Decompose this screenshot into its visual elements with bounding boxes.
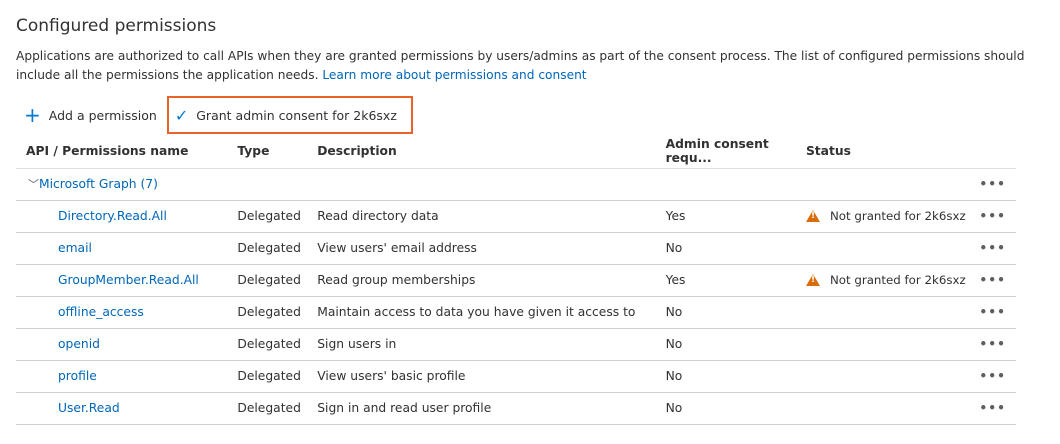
- status-text: Not granted for 2k6sxz: [829, 209, 966, 223]
- permission-name: User.Read: [16, 392, 228, 425]
- table-row: profile Delegated View users' basic prof…: [16, 360, 1016, 393]
- toolbar: + Add a permission ✓ Grant admin consent f…: [16, 96, 413, 134]
- status: [795, 392, 970, 425]
- admin-consent-required: No: [655, 328, 796, 361]
- permission-description: Read directory data: [307, 200, 656, 233]
- admin-consent-required: No: [655, 232, 796, 265]
- more-options-icon[interactable]: •••: [969, 360, 1016, 393]
- more-options-icon[interactable]: •••: [969, 200, 1016, 233]
- table-row: User.Read Delegated Sign in and read use…: [16, 392, 1016, 425]
- permission-description: Sign in and read user profile: [307, 392, 656, 425]
- permission-link[interactable]: GroupMember.Read.All: [58, 273, 199, 287]
- admin-consent-required: Yes: [655, 264, 796, 297]
- group-link[interactable]: Microsoft Graph (7): [39, 177, 158, 191]
- permission-description: View users' basic profile: [307, 360, 656, 393]
- permission-type: Delegated: [227, 392, 308, 425]
- admin-consent-required: No: [655, 360, 796, 393]
- add-permission-button[interactable]: + Add a permission: [16, 96, 165, 134]
- column-header-status[interactable]: Status: [795, 134, 970, 169]
- permissions-table: API / Permissions name Type Description …: [16, 134, 1016, 425]
- status: [795, 232, 970, 265]
- more-options-icon[interactable]: •••: [969, 328, 1016, 361]
- add-permission-label: Add a permission: [48, 107, 157, 123]
- permission-name: email: [16, 232, 228, 265]
- permission-type: Delegated: [227, 200, 308, 233]
- permission-name: Directory.Read.All: [16, 200, 228, 233]
- permission-link[interactable]: profile: [58, 369, 97, 383]
- admin-consent-required: Yes: [655, 200, 796, 233]
- more-options-icon[interactable]: •••: [969, 232, 1016, 265]
- warning-icon: [805, 210, 820, 222]
- permission-link[interactable]: openid: [58, 337, 100, 351]
- status: [795, 328, 970, 361]
- permission-name: profile: [16, 360, 228, 393]
- status: [795, 360, 970, 393]
- status: Not granted for 2k6sxz: [795, 264, 970, 297]
- checkmark-icon: ✓: [174, 105, 189, 125]
- grant-admin-consent-button[interactable]: ✓ Grant admin consent for 2k6sxz: [166, 96, 413, 134]
- plus-icon: +: [24, 103, 41, 127]
- table-row: email Delegated View users' email addres…: [16, 232, 1016, 265]
- status-text: Not granted for 2k6sxz: [829, 273, 966, 287]
- column-header-description[interactable]: Description: [307, 134, 656, 169]
- learn-more-link[interactable]: Learn more about permissions and consent: [322, 68, 587, 82]
- permission-type: Delegated: [227, 296, 308, 329]
- column-header-actions: [969, 134, 1016, 169]
- permission-type: Delegated: [227, 328, 308, 361]
- permission-link[interactable]: Directory.Read.All: [58, 209, 167, 223]
- page-title: Configured permissions: [16, 16, 217, 36]
- grant-label: Grant admin consent for 2k6sxz: [196, 107, 397, 123]
- table-row: GroupMember.Read.All Delegated Read grou…: [16, 264, 1016, 297]
- group-row: ﹀Microsoft Graph (7) •••: [16, 168, 1016, 201]
- more-options-icon[interactable]: •••: [969, 168, 1016, 201]
- permission-description: Sign users in: [307, 328, 656, 361]
- permission-link[interactable]: email: [58, 241, 92, 255]
- permission-description: Maintain access to data you have given i…: [307, 296, 656, 329]
- warning-icon: [805, 274, 820, 286]
- more-options-icon[interactable]: •••: [969, 296, 1016, 329]
- permission-description: View users' email address: [307, 232, 656, 265]
- permission-link[interactable]: User.Read: [58, 401, 120, 415]
- permission-link[interactable]: offline_access: [58, 305, 144, 319]
- table-row: Directory.Read.All Delegated Read direct…: [16, 200, 1016, 233]
- table-row: openid Delegated Sign users in No •••: [16, 328, 1016, 361]
- status: Not granted for 2k6sxz: [795, 200, 970, 233]
- permission-type: Delegated: [227, 232, 308, 265]
- permission-name: openid: [16, 328, 228, 361]
- more-options-icon[interactable]: •••: [969, 392, 1016, 425]
- more-options-icon[interactable]: •••: [969, 264, 1016, 297]
- chevron-down-icon[interactable]: ﹀: [28, 178, 39, 191]
- description: Applications are authorized to call APIs…: [16, 47, 1026, 85]
- permission-name: offline_access: [16, 296, 228, 329]
- permission-type: Delegated: [227, 360, 308, 393]
- description-text: Applications are authorized to call APIs…: [16, 49, 1025, 82]
- permission-type: Delegated: [227, 264, 308, 297]
- permission-name: GroupMember.Read.All: [16, 264, 228, 297]
- admin-consent-required: No: [655, 296, 796, 329]
- column-header-admin-consent[interactable]: Admin consent requ...: [655, 134, 796, 169]
- table-row: offline_access Delegated Maintain access…: [16, 296, 1016, 329]
- status: [795, 296, 970, 329]
- column-header-name[interactable]: API / Permissions name: [16, 134, 228, 169]
- column-header-type[interactable]: Type: [227, 134, 308, 169]
- admin-consent-required: No: [655, 392, 796, 425]
- permission-description: Read group memberships: [307, 264, 656, 297]
